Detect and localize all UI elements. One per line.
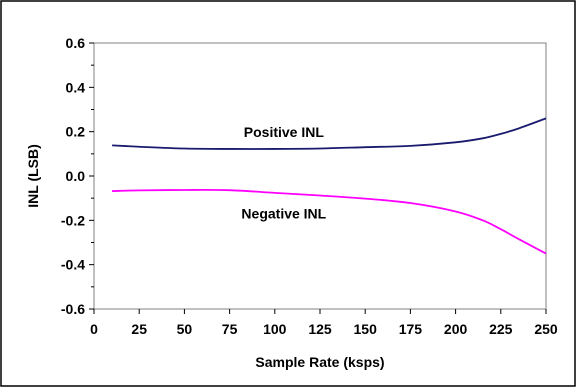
x-tick-label: 25 [131,321,147,337]
x-tick-label: 150 [354,321,378,337]
y-tick-label: 0.6 [66,35,86,51]
series-layer [112,117,547,255]
y-axis-ticks: -0.6 -0.4 -0.2 0.0 0.2 0.4 0.6 [61,35,94,317]
x-tick-label: 100 [263,321,287,337]
series-label-background [238,204,330,223]
x-tick-label: 0 [90,321,98,337]
x-tick-label: 125 [308,321,332,337]
y-tick-label: -0.2 [61,212,85,228]
x-tick-label: 200 [444,321,468,337]
y-tick-label: 0.4 [66,79,86,95]
x-tick-label: 250 [534,321,558,337]
y-tick-label: 0.2 [66,124,86,140]
x-axis-title: Sample Rate (ksps) [255,354,384,370]
x-tick-label: 75 [222,321,238,337]
y-tick-label: -0.4 [61,257,85,273]
series-label-background [240,122,328,141]
x-axis-ticks: 0 25 50 75 100 125 150 175 200 225 250 [90,309,558,337]
series-label-negative-inl: Negative INL [241,205,326,221]
plot-area [93,42,547,310]
y-tick-label: 0.0 [66,168,86,184]
x-tick-label: 175 [399,321,423,337]
series-line-positive-inl [112,117,547,150]
y-tick-label: -0.6 [61,301,85,317]
x-tick-label: 225 [489,321,513,337]
series-line-negative-inl [112,188,547,255]
series-label-positive-inl: Positive INL [244,124,325,140]
series-label-layer: Positive INL Negative INL [238,122,330,223]
x-tick-label: 50 [177,321,193,337]
y-axis-title: INL (LSB) [25,144,41,208]
